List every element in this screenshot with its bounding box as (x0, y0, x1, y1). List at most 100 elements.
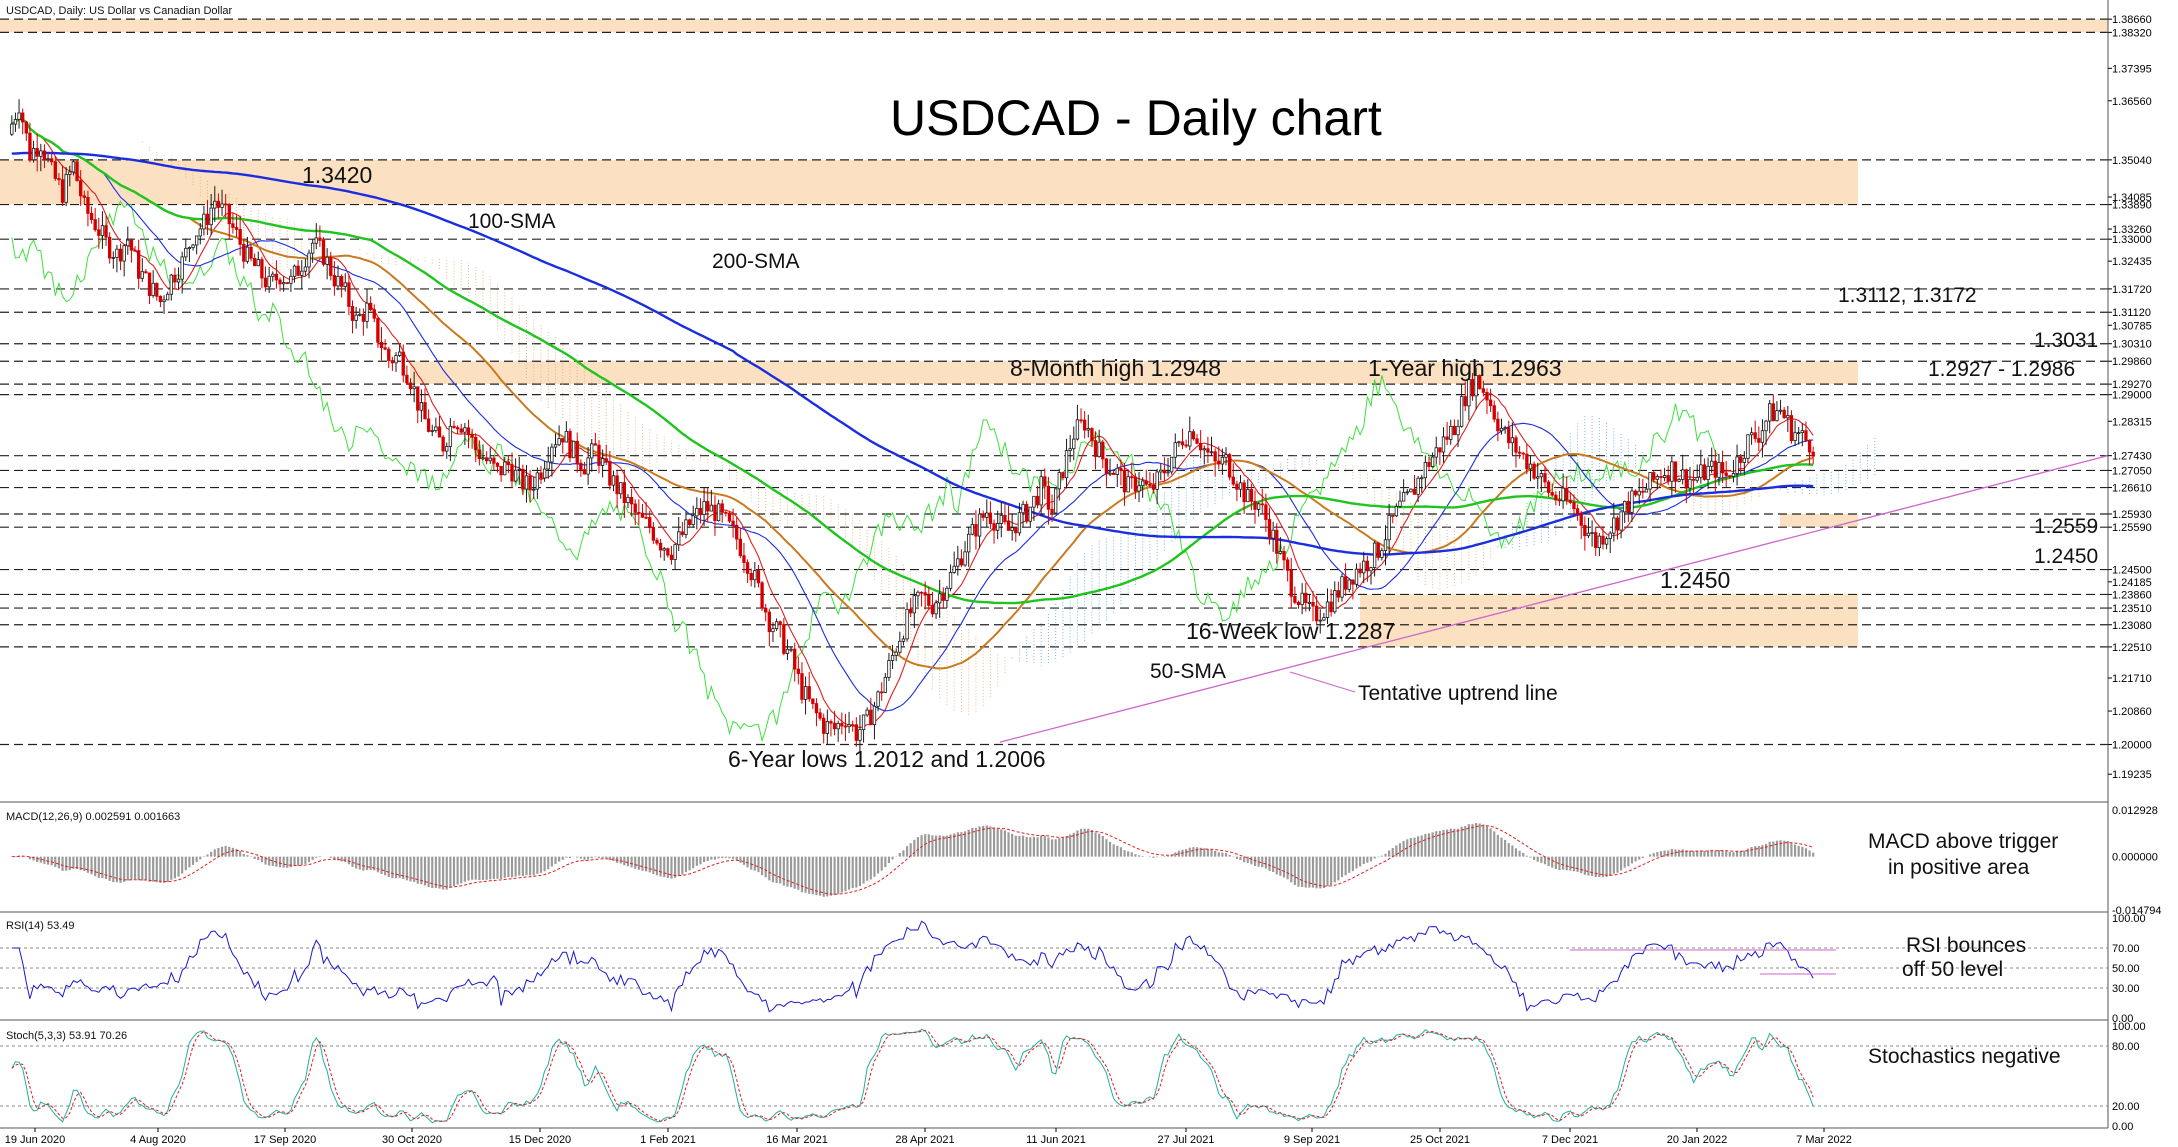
candle-body-92 (343, 282, 347, 287)
candle-body-386 (1409, 488, 1413, 493)
candle-body-322 (1177, 441, 1181, 444)
candle-body-255 (934, 602, 938, 615)
candle-body-399 (1456, 425, 1460, 436)
candle-body-22 (89, 212, 94, 220)
candle-body-173 (637, 512, 641, 514)
candle-body-465 (1695, 476, 1699, 481)
candle-body-117 (434, 426, 438, 431)
x-date-label-6: 16 Mar 2021 (766, 1134, 828, 1146)
candle-body-125 (463, 427, 467, 433)
candle-body-254 (930, 605, 935, 615)
candle-body-97 (361, 313, 366, 322)
candle-body-279 (1021, 503, 1025, 514)
candle-body-1 (13, 119, 18, 125)
candle-body-453 (1652, 472, 1656, 480)
candle-body-487 (1775, 410, 1779, 422)
candle-body-45 (173, 274, 177, 283)
macd-y-label-0: 0.012928 (2112, 805, 2158, 817)
candle-body-311 (1137, 485, 1141, 492)
candle-body-484 (1764, 420, 1768, 432)
candle-body-88 (329, 256, 333, 276)
candle-body-494 (1800, 430, 1804, 434)
candle-body-276 (1010, 527, 1014, 531)
candle-body-13 (57, 178, 61, 181)
candle-body-203 (745, 562, 750, 574)
x-date-label-0: 19 Jun 2020 (5, 1134, 66, 1146)
rsi-y-label-0: 100.00 (2112, 913, 2146, 925)
candle-body-294 (1075, 419, 1080, 440)
candle-body-167 (615, 475, 619, 495)
candle-body-359 (1311, 601, 1315, 607)
y-tick-label-5: 1.34085 (2112, 192, 2152, 204)
candle-body-50 (191, 244, 195, 249)
candle-body-110 (408, 382, 413, 390)
candle-body-281 (1028, 506, 1032, 522)
candle-body-204 (749, 572, 753, 581)
candle-body-356 (1300, 592, 1304, 605)
candle-body-39 (151, 282, 155, 296)
candle-body-372 (1358, 568, 1362, 574)
candle-body-438 (1597, 535, 1602, 549)
candle-body-384 (1401, 492, 1406, 502)
candle-body-190 (698, 508, 703, 516)
candle-body-351 (1282, 551, 1286, 561)
candle-body-106 (394, 355, 398, 364)
candle-body-450 (1641, 490, 1645, 493)
candle-body-467 (1702, 464, 1707, 480)
panel-frames (0, 0, 2109, 1129)
candle-body-47 (180, 256, 184, 280)
rsi-y-label-2: 50.00 (2112, 963, 2140, 975)
candle-body-428 (1561, 487, 1565, 502)
candle-body-375 (1369, 567, 1373, 572)
candle-body-496 (1807, 439, 1812, 453)
stoch-y-label-0: 100.00 (2112, 1021, 2146, 1033)
candle-body-119 (441, 436, 445, 452)
candle-body-249 (912, 595, 916, 614)
candle-body-126 (466, 427, 471, 435)
macd-panel: 0.012928 0.000000 -0.014794 (11, 805, 2162, 917)
zone-2 (1780, 513, 1858, 528)
candle-body-99 (368, 302, 373, 311)
candle-body-171 (629, 497, 634, 505)
candle-body-379 (1383, 539, 1388, 551)
candle-body-478 (1742, 457, 1746, 463)
candle-body-138 (510, 464, 514, 482)
candle-body-10 (46, 158, 50, 161)
candle-body-382 (1394, 506, 1399, 517)
y-tick-label-7: 1.33260 (2112, 224, 2152, 236)
candle-body-197 (724, 511, 728, 514)
candle-body-2 (17, 112, 21, 120)
candle-body-185 (680, 531, 685, 535)
candle-body-18 (75, 161, 79, 182)
candle-body-122 (452, 425, 456, 428)
candle-body-293 (1072, 438, 1076, 450)
candle-body-195 (716, 503, 721, 522)
candle-body-156 (575, 440, 579, 464)
candle-body-418 (1525, 453, 1529, 470)
chikou-line (11, 200, 1720, 743)
candle-body-341 (1246, 489, 1250, 503)
candle-body-390 (1423, 461, 1428, 479)
candle-body-67 (252, 257, 257, 267)
candle-body-310 (1133, 476, 1138, 492)
sma200-line (11, 151, 1814, 556)
annotation-6-year-lows: 6-Year lows 1.2012 and 1.2006 (728, 746, 1046, 772)
candle-body-246 (901, 638, 906, 642)
candle-body-90 (336, 276, 340, 287)
candle-body-113 (419, 402, 424, 411)
x-date-label-8: 11 Jun 2021 (1026, 1134, 1086, 1146)
annotation-1-year-high: 1-Year high 1.2963 (1368, 355, 1562, 381)
candle-body-175 (644, 516, 648, 519)
candle-body-150 (553, 444, 558, 448)
candle-body-66 (249, 246, 253, 259)
x-date-label-3: 30 Oct 2020 (382, 1134, 442, 1146)
candle-body-43 (165, 293, 170, 301)
candle-body-40 (155, 282, 159, 297)
candle-body-247 (905, 608, 909, 640)
candle-body-423 (1543, 473, 1547, 483)
stoch-y-label-3: 0.00 (2112, 1121, 2133, 1133)
candle-body-309 (1130, 476, 1134, 479)
candle-body-239 (876, 691, 880, 707)
